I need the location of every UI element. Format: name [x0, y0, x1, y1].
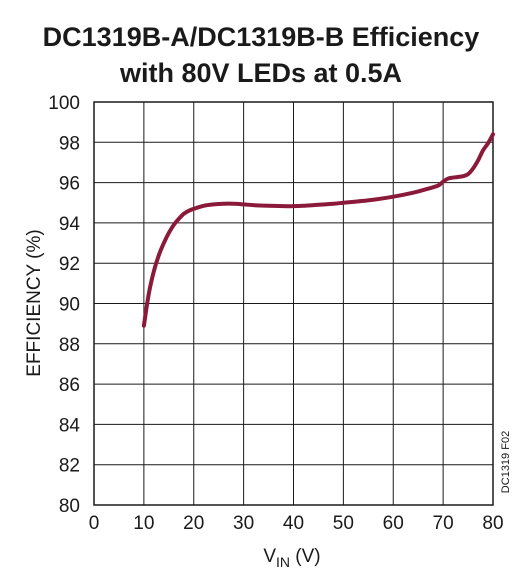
y-tick-label: 86 — [59, 375, 80, 396]
x-tick-label: 50 — [333, 513, 354, 534]
x-axis-label-unit: (V) — [290, 546, 321, 567]
chart-title-line-1: DC1319B-A/DC1319B-B Efficiency — [43, 22, 480, 52]
y-tick-label: 100 — [48, 93, 80, 114]
x-axis-label-subscript: IN — [276, 554, 290, 570]
x-tick-label: 40 — [283, 513, 304, 534]
x-tick-label: 70 — [433, 513, 454, 534]
x-axis-label: VIN (V) — [263, 546, 320, 570]
y-tick-label: 98 — [59, 133, 80, 154]
y-tick-labels: 80 82 84 86 88 90 92 94 96 98 100 — [48, 93, 80, 517]
y-tick-label: 88 — [59, 335, 80, 356]
y-axis-label: EFFICIENCY (%) — [24, 229, 45, 376]
efficiency-series-line — [141, 132, 495, 328]
x-tick-label: 20 — [183, 513, 204, 534]
y-tick-label: 94 — [59, 214, 81, 235]
x-tick-label: 30 — [233, 513, 254, 534]
y-tick-label: 80 — [59, 496, 80, 517]
x-tick-label: 0 — [89, 513, 100, 534]
x-axis-label-main: V — [263, 546, 276, 567]
x-tick-label: 10 — [133, 513, 154, 534]
series-layer — [141, 132, 495, 328]
x-tick-label: 80 — [482, 513, 503, 534]
plot-frame — [93, 101, 494, 506]
y-tick-label: 82 — [59, 456, 80, 477]
y-tick-label: 84 — [59, 415, 81, 436]
x-tick-labels: 0 10 20 30 40 50 60 70 80 — [89, 513, 504, 534]
grid — [93, 101, 494, 506]
y-tick-label: 90 — [59, 295, 80, 316]
y-tick-label: 92 — [59, 254, 80, 275]
chart-title-line-2: with 80V LEDs at 0.5A — [119, 58, 402, 88]
x-tick-label: 60 — [383, 513, 404, 534]
figure-id: DC1319 F02 — [500, 431, 512, 493]
y-tick-label: 96 — [59, 174, 80, 195]
